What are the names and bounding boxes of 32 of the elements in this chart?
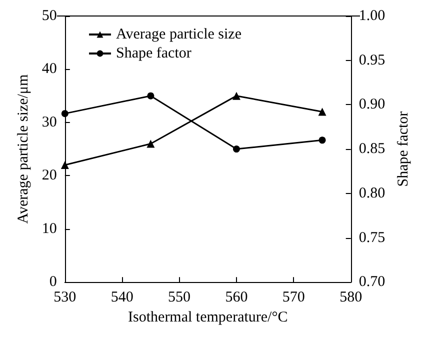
y2-tick-label: 0.75	[358, 230, 386, 246]
x-axis-title: Isothermal temperature/°C	[128, 310, 288, 326]
point	[232, 146, 240, 153]
y-tick-label: 40	[42, 61, 57, 78]
y2-axis-title: Shape factor	[396, 111, 412, 187]
legend-label: Shape factor	[116, 46, 192, 62]
x-tick-label: 570	[282, 290, 305, 306]
x-tick-label: 580	[340, 290, 362, 306]
y2-tick-label: 0.70	[358, 274, 386, 290]
x-tick-label: 530	[54, 290, 76, 306]
point	[318, 108, 326, 116]
y2-tick-label: 0.85	[358, 141, 386, 158]
y2-tick-label: 0.80	[358, 185, 386, 202]
legend-label: Average particle size	[116, 26, 242, 42]
y-tick-label: 50	[42, 8, 57, 24]
y-tick-label: 20	[42, 168, 57, 184]
point	[232, 92, 240, 100]
y-tick-label: 30	[42, 114, 57, 130]
y-tick-label: 0	[49, 274, 57, 290]
point	[147, 92, 154, 100]
y-tick-label: 10	[42, 220, 57, 237]
y2-tick-label: 1.00	[358, 8, 386, 24]
y2-tick-label: 0.95	[358, 52, 386, 68]
x-tick-label: 560	[225, 290, 248, 306]
x-tick-label: 550	[168, 290, 191, 306]
point	[61, 110, 68, 118]
y-axis-title: Average particle size/μm	[16, 74, 32, 224]
point	[318, 136, 326, 144]
point	[60, 161, 69, 170]
x-tick-label: 540	[110, 290, 134, 306]
y2-tick-label: 0.90	[358, 96, 386, 113]
point	[146, 140, 155, 148]
